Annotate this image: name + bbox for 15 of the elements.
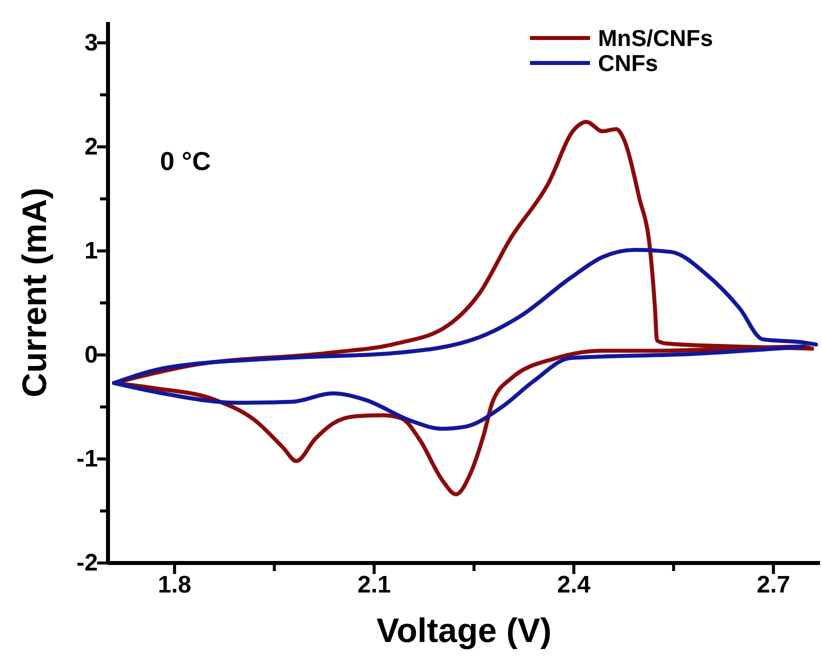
x-tick-label: 2.1 <box>357 571 391 598</box>
y-tick-label: 2 <box>84 134 98 161</box>
y-tick-label: 0 <box>84 342 98 369</box>
y-tick-label: 3 <box>84 29 98 56</box>
legend-label: CNFs <box>598 50 658 76</box>
x-tick-label: 2.4 <box>557 571 592 598</box>
x-tick-label: 1.8 <box>158 571 192 598</box>
x-axis-title: Voltage (V) <box>376 612 552 650</box>
annotation: 0 °C <box>160 146 212 176</box>
x-tick-label: 2.7 <box>756 571 790 598</box>
legend-label: MnS/CNFs <box>598 25 713 51</box>
y-axis-title: Current (mA) <box>16 188 54 398</box>
y-tick-label: 1 <box>84 238 98 265</box>
y-tick-label: -1 <box>76 446 98 473</box>
y-tick-label: -2 <box>76 550 98 577</box>
